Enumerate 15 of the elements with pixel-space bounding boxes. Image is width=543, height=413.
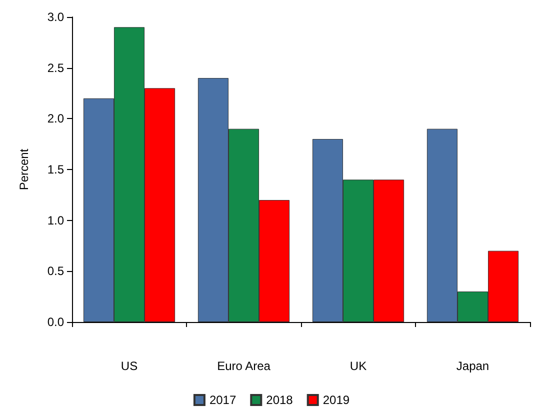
y-tick-label: 1.5 <box>47 162 64 176</box>
y-tick-label: 2.5 <box>47 60 64 75</box>
y-tick-label: 1.0 <box>47 213 64 228</box>
y-axis-title: Percent <box>17 148 31 190</box>
legend-label: 2019 <box>322 393 350 407</box>
x-tick-label: Euro Area <box>217 359 271 373</box>
x-tick-label: Japan <box>456 359 490 373</box>
y-tick-label: 0.5 <box>47 264 64 278</box>
y-tick-label: 3.0 <box>47 10 64 24</box>
y-tick-label: 2.0 <box>47 112 64 126</box>
x-tick-label: US <box>120 359 138 373</box>
legend-label: 2017 <box>209 393 236 407</box>
y-tick-label: 0.0 <box>47 315 64 329</box>
legend-label: 2018 <box>266 393 294 407</box>
x-tick-label: UK <box>350 359 367 373</box>
